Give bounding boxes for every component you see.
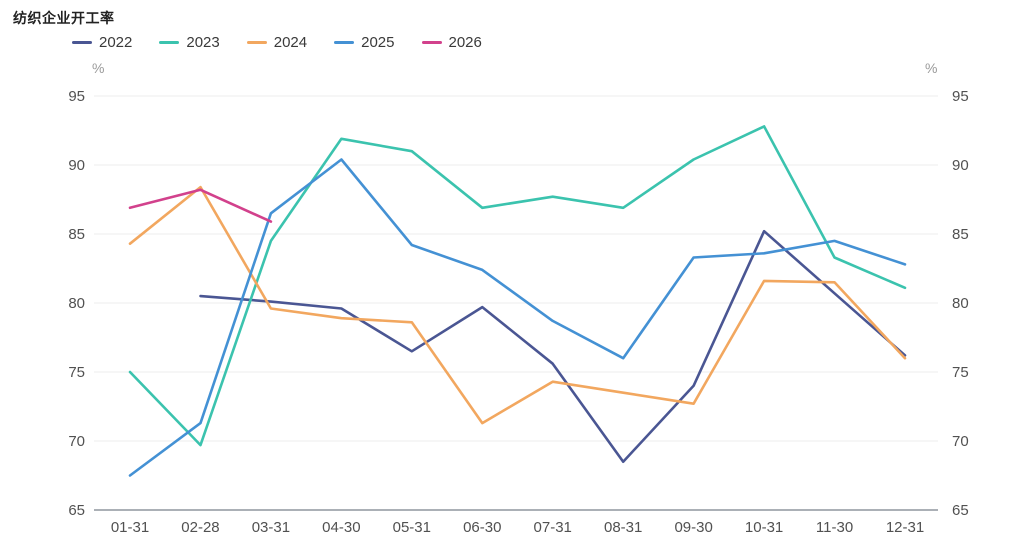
y-tick-label-right: 65 bbox=[952, 502, 969, 519]
legend-line-swatch bbox=[246, 40, 267, 45]
y-tick-label-left: 65 bbox=[68, 502, 85, 519]
chart-title: 纺织企业开工率 bbox=[13, 10, 115, 26]
y-tick-label-left: 75 bbox=[68, 364, 85, 381]
series-line-2026 bbox=[128, 188, 273, 223]
x-tick-label: 10-31 bbox=[745, 519, 783, 536]
x-tick-label: 02-28 bbox=[181, 519, 219, 536]
x-tick-label: 01-31 bbox=[111, 519, 149, 536]
series-line-2024 bbox=[128, 185, 907, 425]
legend: 2022 2023 2024 2025 2026 bbox=[72, 35, 482, 50]
series-line-2023 bbox=[128, 125, 907, 447]
legend-line-swatch bbox=[72, 40, 92, 45]
series-line-2022 bbox=[199, 229, 907, 463]
x-tick-label: 05-31 bbox=[393, 519, 431, 536]
legend-item-2022[interactable]: 2022 bbox=[72, 35, 132, 50]
x-tick-label: 12-31 bbox=[886, 519, 924, 536]
x-tick-label: 08-31 bbox=[604, 519, 642, 536]
x-tick-label: 04-30 bbox=[322, 519, 360, 536]
legend-label: 2026 bbox=[448, 34, 482, 51]
legend-item-2024[interactable]: 2024 bbox=[246, 34, 308, 51]
y-tick-label-right: 85 bbox=[952, 226, 969, 243]
series-line-2025 bbox=[128, 158, 907, 477]
y-tick-label-left: 70 bbox=[68, 433, 85, 450]
legend-item-2026[interactable]: 2026 bbox=[421, 34, 482, 51]
y-tick-label-left: 85 bbox=[68, 226, 85, 243]
legend-line-swatch bbox=[421, 40, 442, 45]
legend-label: 2022 bbox=[99, 34, 133, 51]
y-axis-unit-right: % bbox=[925, 60, 938, 76]
y-tick-label-right: 75 bbox=[952, 364, 969, 381]
legend-item-2025[interactable]: 2025 bbox=[334, 34, 395, 51]
y-tick-label-left: 95 bbox=[68, 88, 85, 105]
y-tick-label-right: 95 bbox=[952, 88, 969, 105]
y-axis-unit-left: % bbox=[92, 60, 105, 76]
y-tick-label-right: 90 bbox=[952, 157, 969, 174]
x-tick-label: 07-31 bbox=[534, 519, 572, 536]
x-tick-label: 11-30 bbox=[816, 519, 853, 536]
y-tick-label-left: 80 bbox=[68, 295, 85, 312]
y-tick-label-right: 80 bbox=[952, 295, 969, 312]
legend-line-swatch bbox=[159, 40, 180, 45]
legend-line-swatch bbox=[334, 40, 355, 45]
legend-item-2023[interactable]: 2023 bbox=[159, 34, 220, 51]
y-tick-label-right: 70 bbox=[952, 433, 969, 450]
y-tick-label-left: 90 bbox=[68, 157, 85, 174]
legend-label: 2023 bbox=[186, 34, 220, 51]
legend-label: 2024 bbox=[273, 34, 308, 51]
x-tick-label: 09-30 bbox=[674, 519, 712, 536]
legend-label: 2025 bbox=[361, 34, 395, 51]
x-tick-label: 06-30 bbox=[463, 519, 501, 536]
x-tick-label: 03-31 bbox=[252, 519, 290, 536]
